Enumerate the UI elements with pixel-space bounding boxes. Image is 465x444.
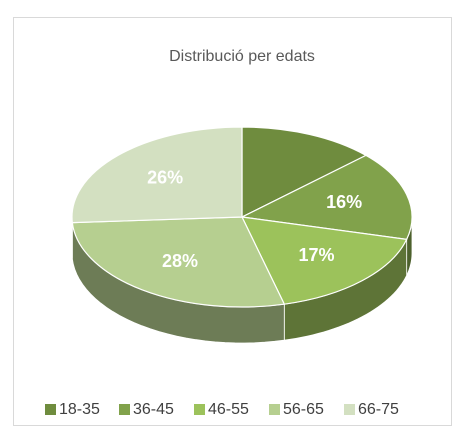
data-label: 16% <box>326 192 362 212</box>
legend-label: 66-75 <box>358 401 399 418</box>
legend-swatch <box>119 404 130 415</box>
legend-swatch <box>194 404 205 415</box>
data-label: 28% <box>162 251 198 271</box>
chart-title: Distribució per edats <box>169 48 315 65</box>
legend-swatch <box>45 404 56 415</box>
data-label: 26% <box>147 168 183 188</box>
legend-label: 56-65 <box>283 401 324 418</box>
legend-label: 46-55 <box>208 401 249 418</box>
data-label: 17% <box>299 245 335 265</box>
legend-swatch <box>269 404 280 415</box>
legend-label: 18-35 <box>59 401 100 418</box>
legend-label: 36-45 <box>133 401 174 418</box>
legend-swatch <box>344 404 355 415</box>
